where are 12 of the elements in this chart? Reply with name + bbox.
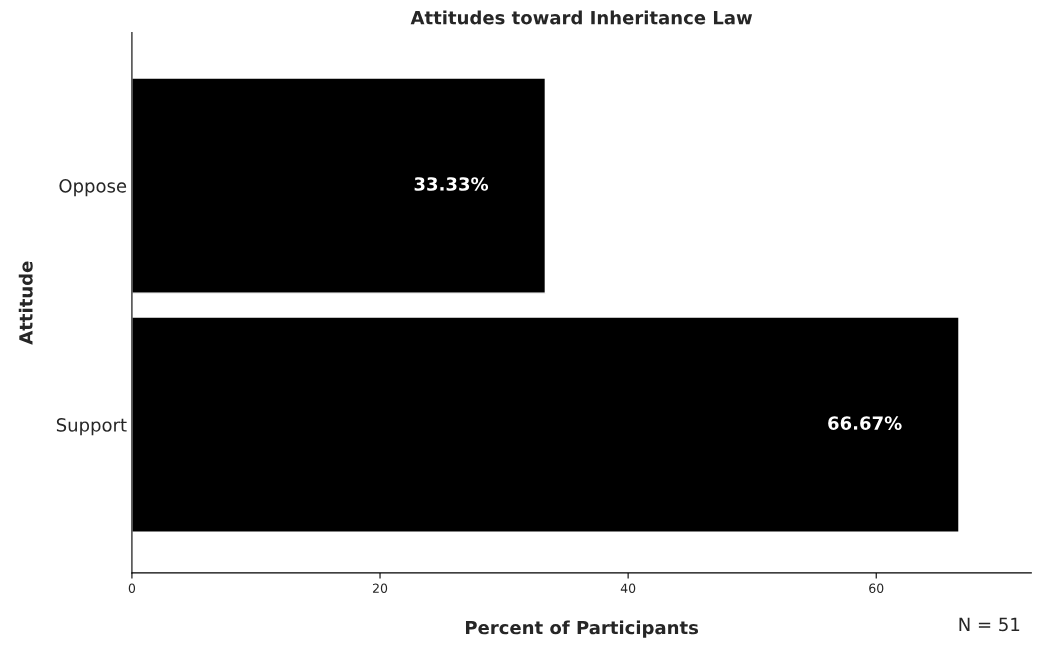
y-tick-label: Oppose [59, 179, 127, 197]
x-tick-label: 20 [372, 583, 388, 593]
y-axis-title: Attitude [18, 261, 33, 345]
chart-title: Attitudes toward Inheritance Law [410, 10, 753, 25]
x-tick-label: 60 [869, 583, 884, 593]
text: N = 51 [959, 617, 1020, 632]
x-axis-title: Percent of Participants [465, 620, 699, 638]
x-tick-label: 0 [128, 583, 136, 593]
x-tick-label: 40 [620, 583, 636, 593]
data-label: 66.67% [828, 416, 902, 430]
y-tick-label: Support [56, 418, 127, 436]
data-label: 33.33% [414, 177, 489, 191]
